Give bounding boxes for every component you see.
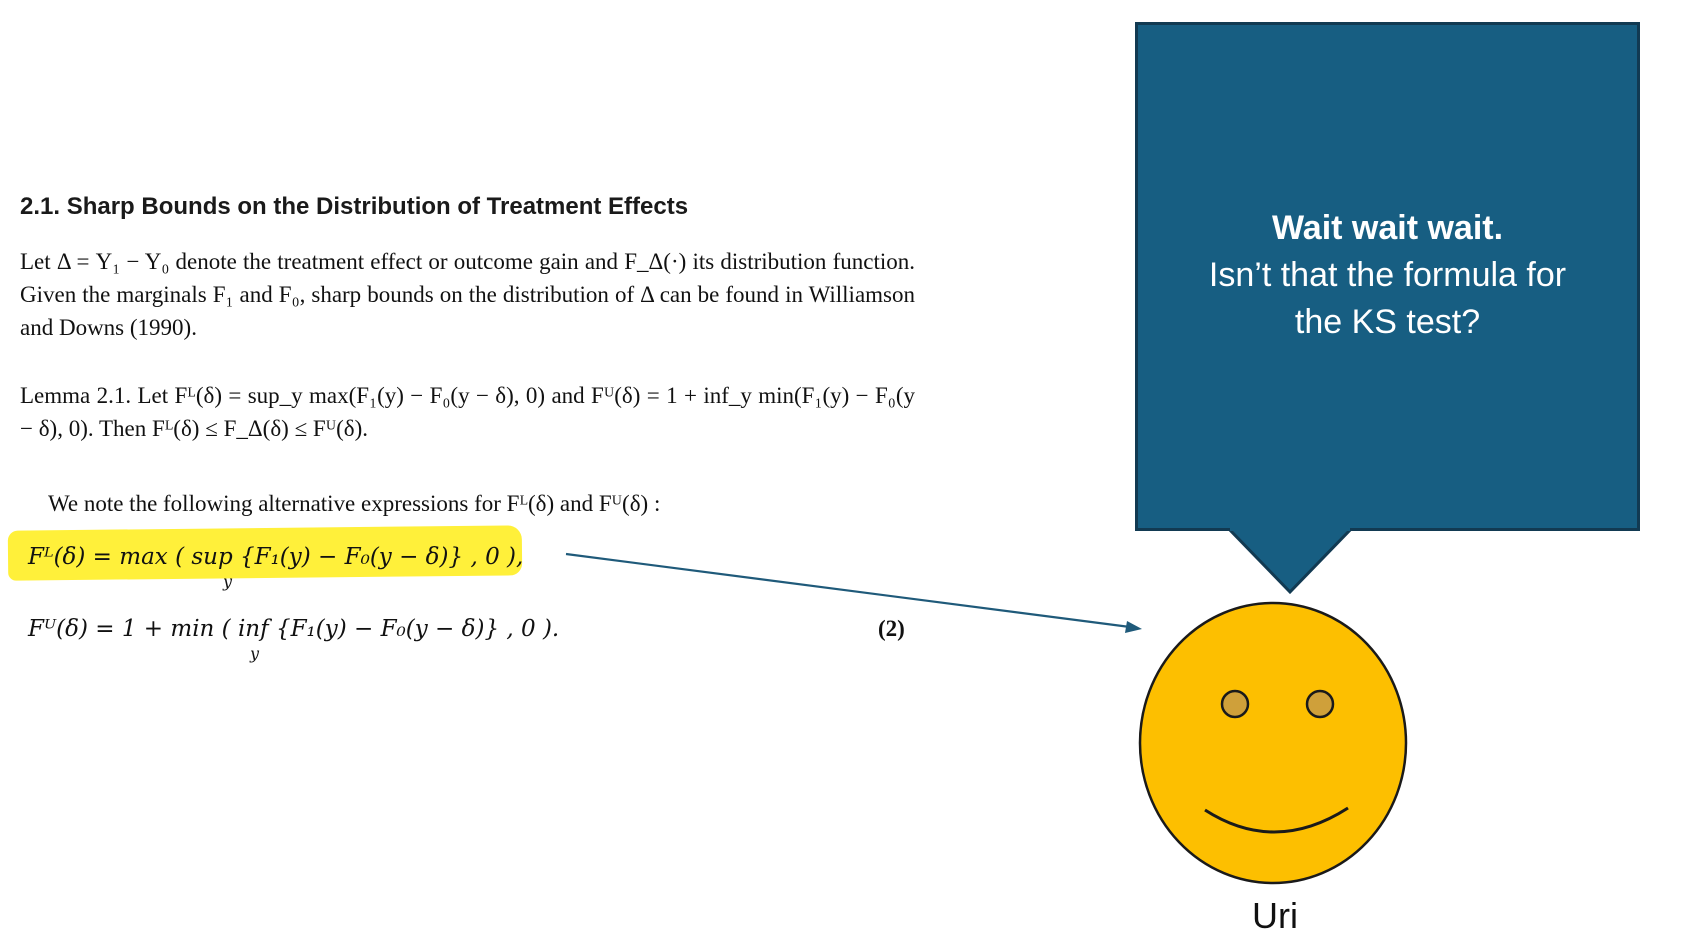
speech-line-2: Isn’t that the formula for: [1208, 256, 1567, 294]
speech-line-3: the KS test?: [1294, 303, 1481, 341]
alternative-expressions-paragraph: We note the following alternative expres…: [48, 491, 661, 516]
smiley-face: [1138, 601, 1408, 885]
upper-bound-equation: Fᵁ(δ) = 1 + min ( inf {F₁(y) − F₀(y − δ)…: [28, 616, 560, 663]
section-title: 2.1. Sharp Bounds on the Distribution of…: [20, 193, 689, 220]
speech-bubble-text: Wait wait wait. Isn’t that the formula f…: [1135, 205, 1640, 346]
equation-number: (2): [878, 616, 905, 641]
speech-line-1: Wait wait wait.: [1271, 209, 1504, 247]
speech-bubble: [1135, 22, 1640, 531]
intro-paragraph: Let Δ = Y₁ − Y₀ denote the treatment eff…: [20, 249, 915, 340]
paper-excerpt: 2.1. Sharp Bounds on the Distribution of…: [0, 0, 930, 700]
speech-bubble-tail: [1225, 528, 1355, 595]
upper-bound-equation-subscript: y: [250, 644, 260, 663]
lower-bound-equation-subscript: y: [223, 572, 233, 591]
lower-bound-equation: Fᴸ(δ) = max ( sup {F₁(y) − F₀(y − δ)} , …: [28, 544, 524, 591]
character-name: Uri: [1252, 895, 1298, 936]
lower-bound-equation-text: Fᴸ(δ) = max ( sup {F₁(y) − F₀(y − δ)} , …: [28, 544, 524, 570]
lemma-paragraph: Lemma 2.1. Let Fᴸ(δ) = sup_y max(F₁(y) −…: [20, 383, 915, 441]
upper-bound-equation-text: Fᵁ(δ) = 1 + min ( inf {F₁(y) − F₀(y − δ)…: [28, 616, 560, 642]
